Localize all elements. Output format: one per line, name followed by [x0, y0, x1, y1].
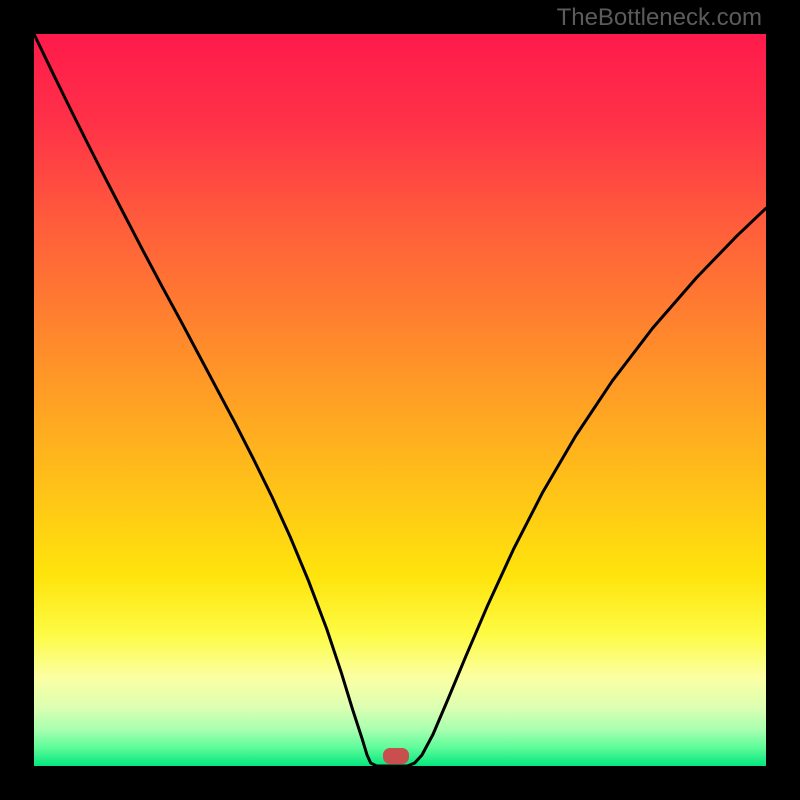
bottleneck-curve [34, 34, 766, 766]
chart-frame-border [0, 0, 34, 800]
plot-area [34, 34, 766, 766]
optimal-point-marker [383, 748, 409, 764]
watermark-label: TheBottleneck.com [557, 4, 762, 32]
chart-frame-border [766, 0, 800, 800]
chart-canvas: TheBottleneck.com [0, 0, 800, 800]
chart-frame-border [0, 766, 800, 800]
